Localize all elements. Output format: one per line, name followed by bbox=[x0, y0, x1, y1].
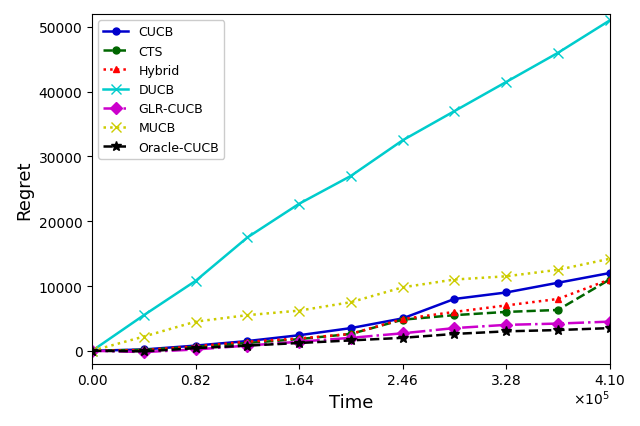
DUCB bbox=[502, 80, 510, 85]
MUCB bbox=[88, 348, 96, 354]
CTS bbox=[295, 337, 303, 342]
Oracle-CUCB bbox=[606, 326, 614, 331]
MUCB bbox=[295, 308, 303, 314]
GLR-CUCB bbox=[502, 322, 510, 328]
CUCB bbox=[347, 326, 355, 331]
MUCB bbox=[192, 320, 200, 325]
CUCB bbox=[606, 271, 614, 276]
CUCB bbox=[502, 290, 510, 295]
CUCB bbox=[192, 343, 200, 348]
Oracle-CUCB bbox=[399, 335, 406, 340]
CUCB bbox=[554, 281, 562, 286]
Line: Oracle-CUCB: Oracle-CUCB bbox=[87, 323, 614, 357]
CTS bbox=[399, 317, 406, 322]
Hybrid bbox=[502, 303, 510, 308]
CTS bbox=[244, 341, 252, 346]
Legend: CUCB, CTS, Hybrid, DUCB, GLR-CUCB, MUCB, Oracle-CUCB: CUCB, CTS, Hybrid, DUCB, GLR-CUCB, MUCB,… bbox=[99, 21, 224, 159]
CUCB bbox=[399, 316, 406, 321]
GLR-CUCB bbox=[451, 326, 458, 331]
Oracle-CUCB bbox=[88, 348, 96, 354]
CTS bbox=[451, 313, 458, 318]
DUCB bbox=[554, 51, 562, 56]
Line: CTS: CTS bbox=[89, 276, 613, 354]
DUCB bbox=[451, 109, 458, 115]
Oracle-CUCB bbox=[347, 338, 355, 343]
Y-axis label: Regret: Regret bbox=[15, 160, 33, 219]
CTS bbox=[140, 348, 148, 353]
CUCB bbox=[88, 348, 96, 354]
CUCB bbox=[295, 333, 303, 338]
MUCB bbox=[140, 334, 148, 339]
Line: MUCB: MUCB bbox=[87, 254, 614, 356]
Oracle-CUCB bbox=[554, 328, 562, 333]
MUCB bbox=[502, 274, 510, 279]
DUCB bbox=[606, 19, 614, 24]
MUCB bbox=[606, 256, 614, 262]
Hybrid bbox=[244, 340, 252, 345]
Hybrid bbox=[347, 331, 355, 337]
Hybrid bbox=[554, 296, 562, 302]
Hybrid bbox=[399, 317, 406, 322]
GLR-CUCB bbox=[192, 347, 200, 352]
CTS bbox=[606, 277, 614, 282]
DUCB bbox=[347, 174, 355, 179]
CUCB bbox=[451, 296, 458, 302]
Oracle-CUCB bbox=[140, 349, 148, 354]
GLR-CUCB bbox=[606, 320, 614, 325]
DUCB bbox=[244, 235, 252, 240]
Oracle-CUCB bbox=[244, 343, 252, 348]
CTS bbox=[554, 308, 562, 313]
CTS bbox=[88, 348, 96, 354]
GLR-CUCB bbox=[244, 343, 252, 348]
Text: $\times\mathregular{10^{5}}$: $\times\mathregular{10^{5}}$ bbox=[573, 388, 610, 407]
DUCB bbox=[140, 313, 148, 318]
Oracle-CUCB bbox=[502, 329, 510, 334]
MUCB bbox=[554, 268, 562, 273]
Hybrid bbox=[295, 336, 303, 341]
Oracle-CUCB bbox=[295, 341, 303, 346]
GLR-CUCB bbox=[88, 348, 96, 354]
Hybrid bbox=[606, 277, 614, 282]
DUCB bbox=[192, 279, 200, 284]
Line: GLR-CUCB: GLR-CUCB bbox=[88, 318, 614, 357]
MUCB bbox=[347, 300, 355, 305]
GLR-CUCB bbox=[347, 335, 355, 340]
DUCB bbox=[88, 348, 96, 354]
MUCB bbox=[244, 313, 252, 318]
Line: CUCB: CUCB bbox=[89, 270, 613, 354]
MUCB bbox=[451, 277, 458, 282]
GLR-CUCB bbox=[399, 331, 406, 336]
Hybrid bbox=[451, 310, 458, 315]
GLR-CUCB bbox=[295, 340, 303, 345]
CUCB bbox=[244, 339, 252, 344]
Hybrid bbox=[88, 348, 96, 354]
Oracle-CUCB bbox=[451, 331, 458, 337]
Hybrid bbox=[140, 348, 148, 353]
Oracle-CUCB bbox=[192, 346, 200, 351]
Hybrid bbox=[192, 344, 200, 349]
X-axis label: Time: Time bbox=[329, 393, 373, 411]
GLR-CUCB bbox=[140, 350, 148, 355]
GLR-CUCB bbox=[554, 321, 562, 326]
CUCB bbox=[140, 347, 148, 352]
DUCB bbox=[295, 202, 303, 207]
CTS bbox=[347, 331, 355, 337]
CTS bbox=[192, 345, 200, 350]
MUCB bbox=[399, 285, 406, 290]
DUCB bbox=[399, 138, 406, 144]
CTS bbox=[502, 310, 510, 315]
Line: DUCB: DUCB bbox=[87, 17, 614, 356]
Line: Hybrid: Hybrid bbox=[89, 276, 613, 354]
